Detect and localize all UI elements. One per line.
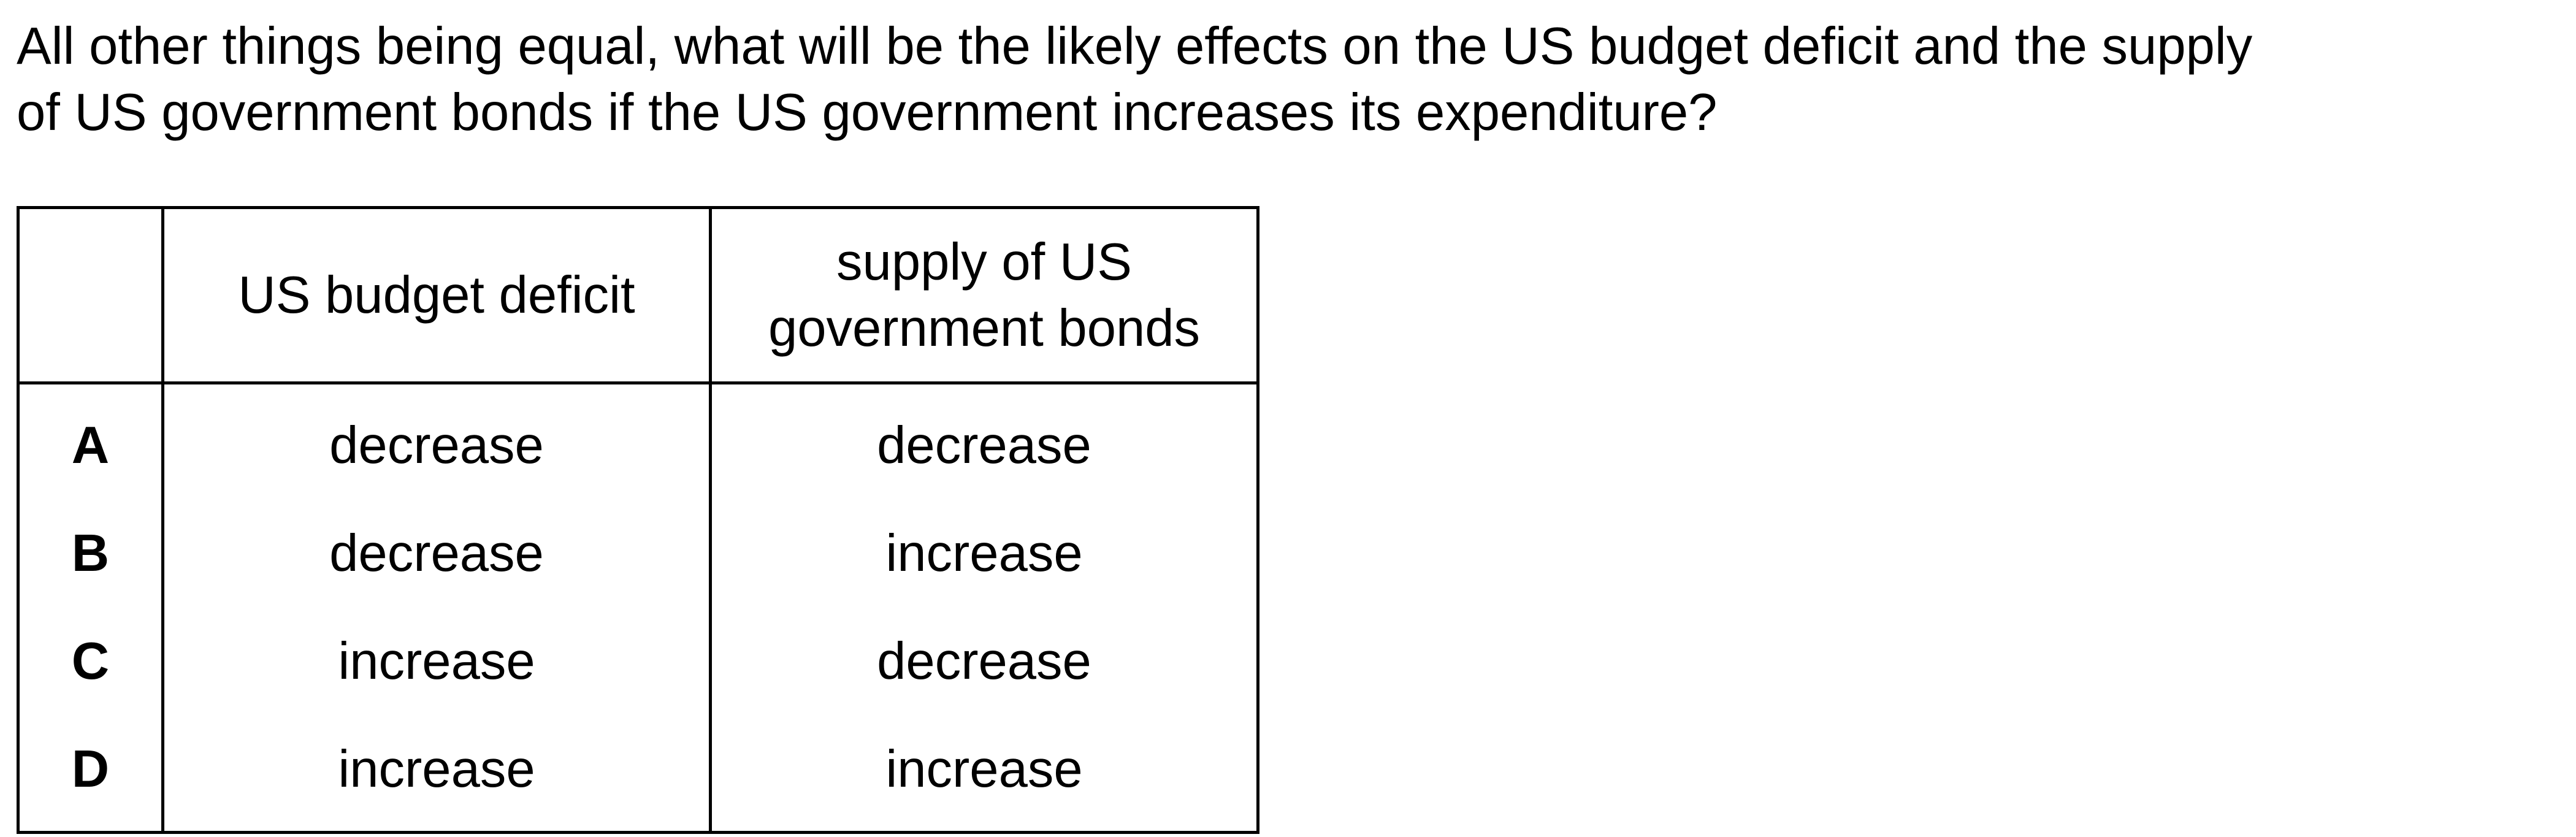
option-key-d: D: [71, 740, 110, 798]
bonds-value: increase: [709, 500, 1258, 608]
option-key-a: A: [71, 416, 110, 475]
table-row: B decrease increase: [18, 500, 1258, 608]
bonds-value: increase: [709, 716, 1258, 833]
bonds-value: decrease: [709, 608, 1258, 716]
table-row: D increase increase: [18, 716, 1258, 833]
deficit-value: increase: [161, 716, 711, 833]
deficit-value: decrease: [161, 500, 711, 608]
option-key-c: C: [71, 632, 110, 690]
deficit-value: increase: [161, 608, 711, 716]
table-header-row: US budget deficit supply of US governmen…: [18, 207, 1258, 384]
deficit-value: decrease: [161, 383, 711, 500]
table-row: C increase decrease: [18, 608, 1258, 716]
header-supply-of-bonds: supply of US government bonds: [709, 207, 1258, 384]
option-key-b: B: [71, 524, 110, 583]
question-text: All other things being equal, what will …: [17, 13, 2531, 146]
bonds-value: decrease: [709, 383, 1258, 500]
header-supply-line-2: government bonds: [768, 299, 1201, 357]
answer-options-table: US budget deficit supply of US governmen…: [17, 206, 1259, 834]
question-line-1: All other things being equal, what will …: [17, 17, 2253, 75]
header-supply-line-1: supply of US: [836, 232, 1132, 291]
question-line-2: of US government bonds if the US governm…: [17, 83, 1718, 142]
header-key-cell: [18, 207, 163, 384]
table-row: A decrease decrease: [18, 383, 1258, 500]
header-us-budget-deficit: US budget deficit: [161, 207, 711, 384]
